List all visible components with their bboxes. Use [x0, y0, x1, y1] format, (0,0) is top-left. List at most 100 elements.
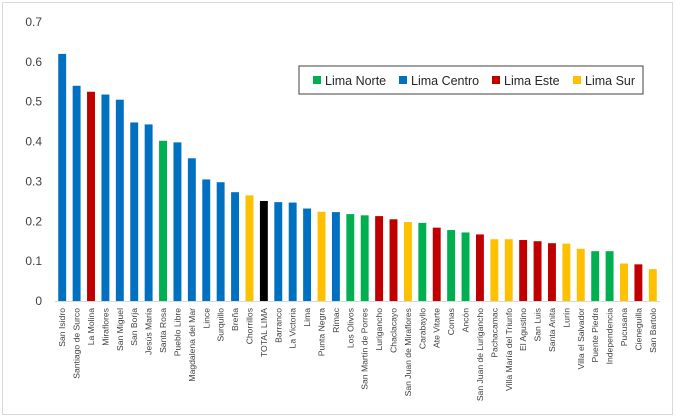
legend-label: Lima Sur: [585, 74, 635, 88]
bar: [259, 200, 268, 301]
bar: [101, 94, 110, 301]
legend-box: [298, 65, 644, 95]
x-tick-label: San Bartolo: [648, 308, 658, 353]
bar: [58, 53, 67, 301]
x-tick-label: Lurín: [561, 308, 571, 328]
x-tick-label: Ancón: [461, 308, 471, 333]
x-tick-label: Surquillo: [216, 308, 226, 342]
bar: [519, 240, 528, 301]
x-tick-label: Jesús María: [144, 308, 154, 355]
bar: [389, 219, 398, 301]
bar: [159, 140, 167, 301]
x-tick-label: Chorrillos: [244, 308, 254, 344]
bar: [475, 234, 484, 301]
x-tick-label: Independencia: [605, 308, 615, 365]
x-tick-label: Pucusana: [619, 308, 629, 346]
bar: [548, 243, 556, 301]
x-tick-label: San Miguel: [115, 308, 125, 351]
bar: [447, 230, 456, 301]
bar: [303, 208, 312, 301]
x-tick-label: Miraflores: [100, 308, 110, 346]
x-tick-label: San Luis: [533, 308, 543, 341]
x-tick-label: Barranco: [273, 308, 283, 343]
legend: Lima Norte Lima Centro Lima Este Lima Sur: [298, 65, 644, 95]
bar: [173, 142, 182, 301]
bar: [504, 239, 513, 301]
x-tick-label: Puente Piedra: [590, 308, 600, 363]
x-tick-label: San Borja: [129, 308, 139, 346]
bar: [576, 248, 585, 301]
legend-label: Lima Centro: [411, 74, 479, 88]
bar: [591, 251, 600, 301]
x-tick-label: Santa Anita: [547, 308, 557, 352]
y-tick-label: 0.6: [25, 55, 42, 69]
bar: [331, 212, 340, 301]
bar: [562, 243, 571, 301]
x-tick-label: La Victoria: [288, 308, 298, 349]
bar: [360, 215, 369, 301]
bar: [288, 202, 297, 301]
x-tick-label: Carabayllo: [417, 308, 427, 349]
legend-swatch: [573, 76, 581, 84]
x-tick-label: Lince: [201, 308, 211, 329]
x-tick-label: Lurigancho: [374, 308, 384, 351]
x-tick-label: Santa Rosa: [158, 308, 168, 353]
bar: [533, 241, 542, 301]
x-tick-label: El Agustino: [518, 308, 528, 351]
bar: [130, 122, 139, 301]
bar: [418, 222, 427, 301]
x-tick-label: Punta Negra: [316, 308, 326, 356]
x-tick-label: Villa María del Triunfo: [504, 308, 514, 391]
legend-swatch: [492, 76, 500, 84]
x-tick-label: San Juan de Lurigancho: [475, 308, 485, 401]
x-tick-label: Los Olivos: [345, 308, 355, 348]
bar: [144, 124, 153, 302]
bar: [115, 99, 124, 301]
bars: [58, 53, 657, 302]
x-tick-label: San Isidro: [57, 308, 67, 347]
x-tick-label: San Martín de Porres: [360, 308, 370, 390]
bar: [375, 216, 384, 301]
y-tick-label: 0.4: [25, 135, 42, 149]
legend-label: Lima Norte: [325, 74, 386, 88]
x-tick-label: San Juan de Miraflores: [403, 308, 413, 396]
legend-label: Lima Este: [504, 74, 560, 88]
x-tick-label: Lima: [302, 308, 312, 327]
bar: [346, 214, 355, 301]
legend-swatch: [313, 76, 321, 84]
x-tick-label: Comas: [446, 308, 456, 335]
x-tick-label: Chaclacayo: [389, 308, 399, 353]
legend-swatch: [399, 76, 407, 84]
x-tick-label: Cieneguilla: [633, 308, 643, 351]
bar: [202, 179, 211, 301]
bar: [231, 192, 240, 301]
y-tick-label: 0.3: [25, 174, 42, 188]
x-tick-label: Villa el Salvador: [576, 308, 586, 370]
x-axis: San Isidro Santiago de Surco La Molina Mira…: [55, 301, 660, 401]
x-tick-label: Pachacamac: [489, 307, 499, 357]
bar: [648, 269, 657, 301]
bar: [72, 85, 81, 302]
x-tick-label: Pueblo Libre: [172, 308, 182, 356]
bar: [490, 239, 499, 301]
bar: [317, 211, 326, 301]
bar: [245, 195, 254, 301]
bar: [634, 264, 643, 301]
x-tick-label: TOTAL LIMA: [259, 308, 269, 357]
bar: [216, 182, 225, 301]
bar: [461, 232, 470, 301]
x-tick-label: Ate Vitarte: [432, 308, 442, 348]
bar: [187, 158, 196, 301]
bar: [605, 251, 614, 301]
bar: [432, 227, 441, 301]
x-tick-label: Magdalena del Mar: [187, 308, 197, 382]
y-axis: 0 0.1 0.2 0.3 0.4 0.5 0.6 0.7: [25, 15, 42, 308]
y-tick-label: 0.5: [25, 95, 42, 109]
y-tick-label: 0.1: [25, 254, 42, 268]
x-tick-label: Santiago de Surco: [72, 308, 82, 379]
y-tick-label: 0.2: [25, 214, 42, 228]
y-tick-label: 0: [35, 294, 42, 308]
x-tick-label: Breña: [230, 308, 240, 331]
bar: [403, 222, 412, 301]
y-tick-label: 0.7: [25, 15, 42, 29]
